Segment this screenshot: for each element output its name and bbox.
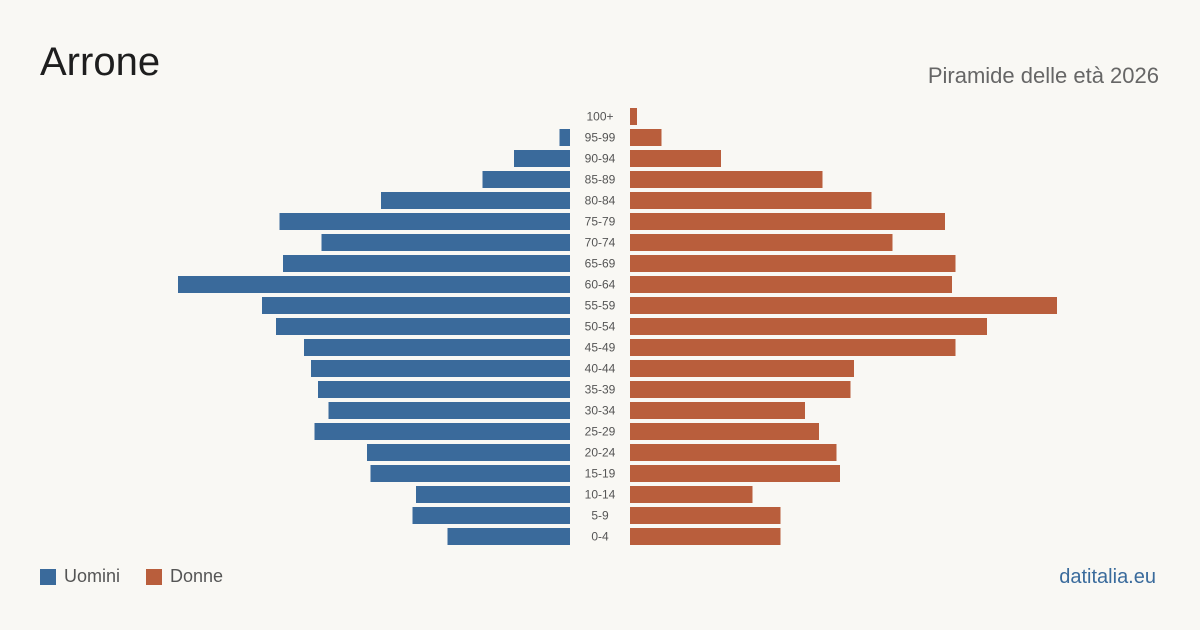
- bar-women-75-79: [630, 213, 945, 230]
- page-title: Arrone: [40, 40, 161, 84]
- age-label-90-94: 90-94: [585, 152, 616, 166]
- bar-women-95-99: [630, 129, 662, 146]
- bar-men-0-4: [447, 528, 570, 545]
- bar-men-35-39: [318, 381, 570, 398]
- age-label-30-34: 30-34: [585, 404, 616, 418]
- legend-label-women: Donne: [170, 566, 224, 586]
- age-label-40-44: 40-44: [585, 362, 616, 376]
- chart-subtitle: Piramide delle età 2026: [927, 63, 1159, 88]
- legend: Uomini Donne: [40, 566, 249, 587]
- bar-women-65-69: [630, 255, 956, 272]
- bar-men-40-44: [311, 360, 570, 377]
- age-label-0-4: 0-4: [591, 530, 609, 544]
- bar-women-70-74: [630, 234, 893, 251]
- legend-swatch-women: [146, 568, 163, 585]
- bar-men-30-34: [328, 402, 570, 419]
- bar-women-30-34: [630, 402, 805, 419]
- bar-men-20-24: [367, 444, 570, 461]
- age-label-45-49: 45-49: [585, 341, 616, 355]
- age-label-100plus: 100+: [586, 110, 613, 124]
- age-label-65-69: 65-69: [585, 257, 616, 271]
- bar-women-55-59: [630, 297, 1057, 314]
- age-label-15-19: 15-19: [585, 467, 616, 481]
- bar-men-65-69: [283, 255, 570, 272]
- bar-men-55-59: [262, 297, 570, 314]
- bar-women-0-4: [630, 528, 781, 545]
- bar-women-10-14: [630, 486, 753, 503]
- bar-women-15-19: [630, 465, 840, 482]
- bar-women-45-49: [630, 339, 956, 356]
- bar-women-60-64: [630, 276, 952, 293]
- bar-men-45-49: [304, 339, 570, 356]
- brand-link[interactable]: datitalia.eu: [1059, 566, 1156, 588]
- legend-label-men: Uomini: [64, 566, 121, 586]
- age-label-60-64: 60-64: [585, 278, 616, 292]
- age-label-5-9: 5-9: [591, 509, 609, 523]
- bar-men-10-14: [416, 486, 570, 503]
- bar-women-85-89: [630, 171, 823, 188]
- bar-women-20-24: [630, 444, 837, 461]
- bar-men-70-74: [321, 234, 570, 251]
- bar-women-25-29: [630, 423, 819, 440]
- bar-women-90-94: [630, 150, 721, 167]
- age-label-75-79: 75-79: [585, 215, 616, 229]
- age-label-25-29: 25-29: [585, 425, 616, 439]
- age-label-50-54: 50-54: [585, 320, 616, 334]
- bar-men-60-64: [178, 276, 570, 293]
- bar-women-80-84: [630, 192, 872, 209]
- bar-men-15-19: [370, 465, 570, 482]
- bar-women-50-54: [630, 318, 987, 335]
- legend-item-men: Uomini: [40, 566, 120, 587]
- bar-women-5-9: [630, 507, 781, 524]
- age-label-10-14: 10-14: [585, 488, 616, 502]
- legend-swatch-men: [40, 568, 56, 585]
- legend-item-women: Donne: [146, 566, 223, 587]
- age-label-85-89: 85-89: [585, 173, 616, 187]
- age-label-20-24: 20-24: [585, 446, 616, 460]
- bar-men-90-94: [514, 150, 570, 167]
- age-label-70-74: 70-74: [585, 236, 616, 250]
- bar-women-40-44: [630, 360, 854, 377]
- age-label-35-39: 35-39: [585, 383, 616, 397]
- age-label-95-99: 95-99: [585, 131, 616, 145]
- bar-men-50-54: [276, 318, 570, 335]
- bar-men-80-84: [381, 192, 570, 209]
- bar-men-25-29: [314, 423, 570, 440]
- bar-men-85-89: [482, 171, 570, 188]
- bar-women-100plus: [630, 108, 637, 125]
- bar-men-95-99: [559, 129, 570, 146]
- age-label-55-59: 55-59: [585, 299, 616, 313]
- age-label-80-84: 80-84: [585, 194, 616, 208]
- bar-women-35-39: [630, 381, 851, 398]
- bar-men-75-79: [279, 213, 570, 230]
- bar-men-5-9: [412, 507, 570, 524]
